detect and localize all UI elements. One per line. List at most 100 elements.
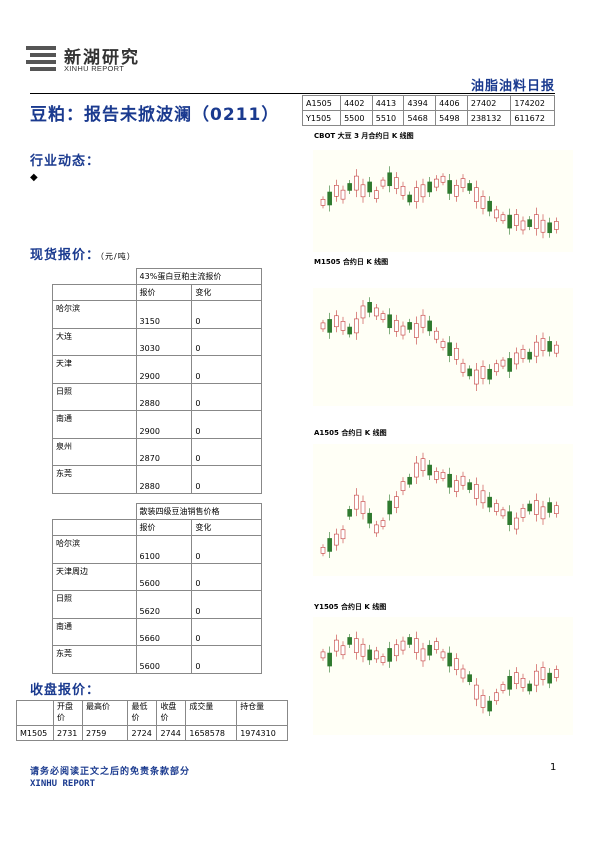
candlestick <box>520 503 526 522</box>
table-row: 天津 2900 0 <box>52 355 262 384</box>
candlestick <box>454 342 459 365</box>
kline-chart-y1505 <box>313 617 573 735</box>
candlestick <box>520 216 526 235</box>
candlestick <box>527 500 532 515</box>
price-cell: 5660 <box>135 617 193 646</box>
soyoil-col-change: 变化 <box>191 519 262 536</box>
candlestick <box>427 640 432 661</box>
candlestick <box>500 681 506 694</box>
candlestick <box>440 173 446 186</box>
candlestick <box>407 191 412 206</box>
change-cell: 0 <box>191 410 262 439</box>
candlestick <box>400 636 406 655</box>
candlestick <box>527 216 532 231</box>
candlestick <box>420 309 426 334</box>
candlestick <box>374 646 379 663</box>
candlestick <box>467 479 472 494</box>
candlestick <box>434 637 439 654</box>
candlestick <box>354 631 359 660</box>
candlestick <box>354 311 359 340</box>
candlestick <box>507 505 512 532</box>
candlestick <box>554 665 559 682</box>
change-cell: 0 <box>191 382 262 411</box>
candlestick <box>360 638 366 663</box>
report-type-title: 油脂油料日报 <box>470 79 555 94</box>
headline: 豆粕：报告未掀波澜（0211） <box>30 105 280 125</box>
candlestick <box>434 175 439 192</box>
candlestick <box>334 310 339 333</box>
change-cell: 0 <box>191 300 262 329</box>
table-row: 哈尔滨 6100 0 <box>52 535 262 564</box>
candlestick <box>414 631 419 660</box>
candlestick <box>420 642 426 667</box>
candlestick <box>460 358 466 377</box>
candlestick <box>540 500 546 525</box>
table-cell: 4413 <box>371 95 405 111</box>
table-cell: 1974310 <box>236 725 288 741</box>
candlestick <box>394 639 399 662</box>
candlestick <box>374 303 379 320</box>
candlestick <box>434 327 439 344</box>
candlestick <box>547 497 552 518</box>
header-cell <box>15 700 55 726</box>
city-cell: 哈尔滨 <box>52 535 137 564</box>
soymeal-col-price: 报价 <box>135 284 193 301</box>
candlestick <box>547 217 552 238</box>
candlestick <box>387 166 392 193</box>
candlestick <box>414 316 419 345</box>
candlestick <box>360 495 366 520</box>
candlestick <box>487 196 492 217</box>
candlestick <box>440 648 446 661</box>
candlestick <box>400 321 406 340</box>
candlestick <box>460 664 466 683</box>
bullet-icon: ◆ <box>30 172 38 183</box>
table-cell: 27402 <box>466 95 512 111</box>
candlestick <box>427 315 432 336</box>
candlestick <box>440 469 446 482</box>
city-cell: 天津周边 <box>52 562 137 591</box>
change-cell: 0 <box>191 355 262 384</box>
candlestick <box>367 508 372 529</box>
candlestick <box>494 499 499 516</box>
candlestick <box>480 689 486 714</box>
table-row: 南通 2900 0 <box>52 410 262 439</box>
candlestick <box>327 312 332 339</box>
table-cell: 5468 <box>403 110 437 126</box>
table-row: 大连 3030 0 <box>52 327 262 356</box>
candlestick <box>487 492 492 513</box>
candlestick <box>494 205 499 222</box>
table-cell: 4394 <box>403 95 437 111</box>
candlestick <box>467 365 472 380</box>
change-cell: 0 <box>191 562 262 591</box>
table-cell: 238132 <box>466 110 512 126</box>
candlestick <box>467 179 472 194</box>
candlestick <box>327 531 332 558</box>
candlestick <box>367 644 372 665</box>
candlestick <box>380 653 386 666</box>
candlestick <box>500 506 506 519</box>
soyoil-table-title: 散装四级豆油销售价格 <box>135 503 263 520</box>
candlestick <box>400 181 406 200</box>
candlestick <box>520 673 526 692</box>
candlestick <box>454 475 459 498</box>
candlestick <box>327 646 332 673</box>
soyoil-spot-table: 散装四级豆油销售价格 报价 变化 哈尔滨 6100 0 天津周边 5600 0 日照 5620… <box>52 503 263 674</box>
table-row: 天津周边 5600 0 <box>52 562 262 591</box>
candlestick <box>367 176 372 197</box>
candlestick <box>340 525 346 544</box>
change-cell: 0 <box>191 535 262 564</box>
table-row: 日照 2880 0 <box>52 382 262 411</box>
candlestick <box>380 517 386 530</box>
candlestick <box>394 314 399 337</box>
candlestick <box>447 646 452 673</box>
table-row: 泉州 2870 0 <box>52 437 262 466</box>
candlestick <box>460 174 466 193</box>
closing-price-heading: 收盘报价： <box>30 683 101 698</box>
table-cell: 2744 <box>156 725 187 741</box>
candlestick <box>354 169 359 198</box>
table-cell: M1505 <box>15 725 55 741</box>
price-cell: 5600 <box>135 645 193 674</box>
city-cell: 南通 <box>52 617 137 646</box>
candlestick <box>520 344 526 363</box>
disclaimer-note: 请务必阅读正文之后的免责条款部分 <box>30 767 191 777</box>
